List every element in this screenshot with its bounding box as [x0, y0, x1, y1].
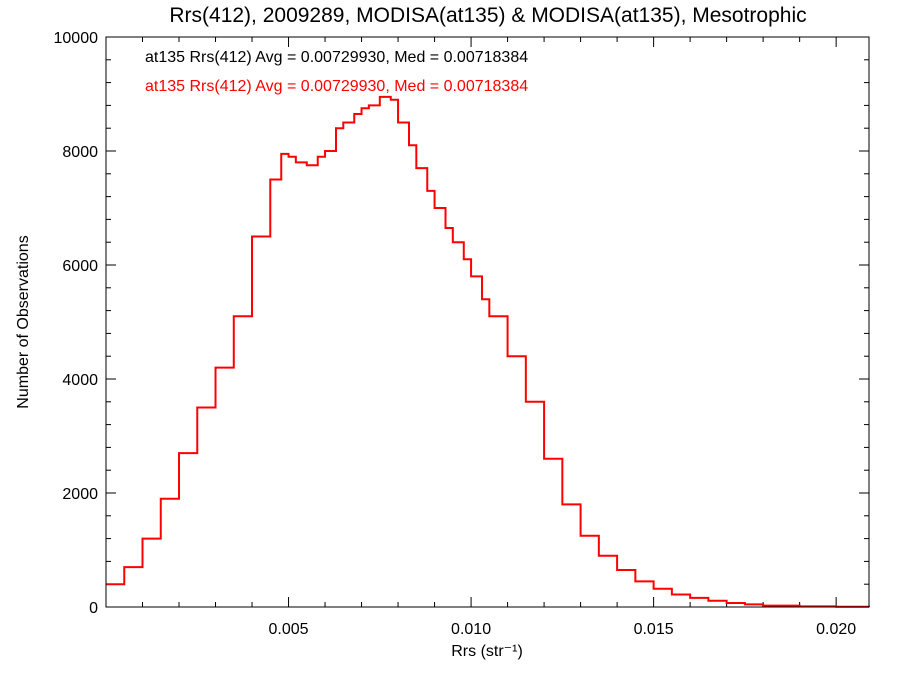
annotation-red: at135 Rrs(412) Avg = 0.00729930, Med = 0…	[145, 78, 528, 95]
x-tick-label: 0.015	[634, 621, 674, 638]
y-tick-label: 6000	[62, 258, 98, 275]
annotation-black: at135 Rrs(412) Avg = 0.00729930, Med = 0…	[145, 49, 528, 66]
plot-frame	[105, 36, 870, 608]
x-tick-label: 0.010	[451, 621, 491, 638]
y-tick-label: 8000	[62, 144, 98, 161]
tick-labels: 0.005 0.010 0.015 0.020 0 2000 4000 6000 8000 100…	[54, 30, 857, 638]
x-tick-label: 0.020	[816, 621, 856, 638]
x-axis-label: Rrs (str⁻¹)	[451, 643, 523, 660]
axis-ticks	[106, 36, 869, 608]
y-tick-label: 10000	[54, 30, 99, 47]
y-axis-label: Number of Observations	[15, 235, 32, 408]
y-tick-label: 0	[89, 600, 98, 617]
y-tick-label: 2000	[62, 486, 98, 503]
x-tick-label: 0.005	[269, 621, 309, 638]
chart-title: Rrs(412), 2009289, MODISA(at135) & MODIS…	[169, 4, 806, 27]
histogram-series-line	[106, 95, 870, 608]
y-tick-label: 4000	[62, 372, 98, 389]
